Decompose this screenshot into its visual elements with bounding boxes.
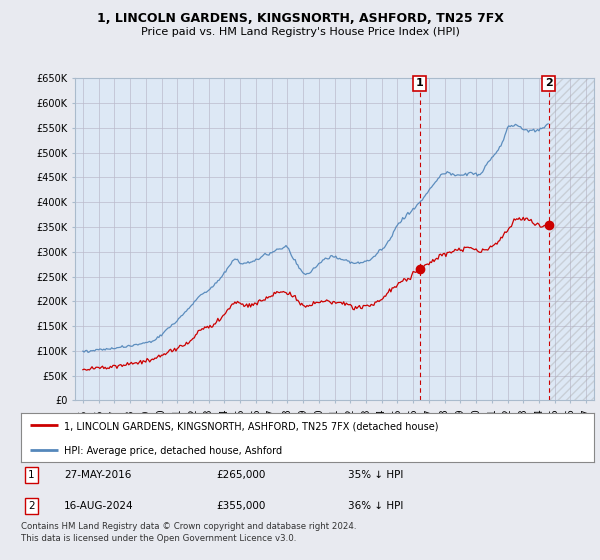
Text: 36% ↓ HPI: 36% ↓ HPI xyxy=(347,501,403,511)
Text: 1: 1 xyxy=(28,470,35,480)
Text: £355,000: £355,000 xyxy=(216,501,265,511)
Text: 35% ↓ HPI: 35% ↓ HPI xyxy=(347,470,403,480)
Text: HPI: Average price, detached house, Ashford: HPI: Average price, detached house, Ashf… xyxy=(64,446,282,456)
Text: £265,000: £265,000 xyxy=(216,470,265,480)
Text: 2: 2 xyxy=(28,501,35,511)
Text: 1, LINCOLN GARDENS, KINGSNORTH, ASHFORD, TN25 7FX (detached house): 1, LINCOLN GARDENS, KINGSNORTH, ASHFORD,… xyxy=(64,421,439,431)
Text: Contains HM Land Registry data © Crown copyright and database right 2024.
This d: Contains HM Land Registry data © Crown c… xyxy=(21,522,356,543)
Text: Price paid vs. HM Land Registry's House Price Index (HPI): Price paid vs. HM Land Registry's House … xyxy=(140,27,460,37)
Text: 1: 1 xyxy=(416,78,424,88)
Text: 1, LINCOLN GARDENS, KINGSNORTH, ASHFORD, TN25 7FX: 1, LINCOLN GARDENS, KINGSNORTH, ASHFORD,… xyxy=(97,12,503,25)
Text: 27-MAY-2016: 27-MAY-2016 xyxy=(64,470,131,480)
Bar xyxy=(549,78,594,400)
Text: 16-AUG-2024: 16-AUG-2024 xyxy=(64,501,134,511)
Text: 2: 2 xyxy=(545,78,553,88)
